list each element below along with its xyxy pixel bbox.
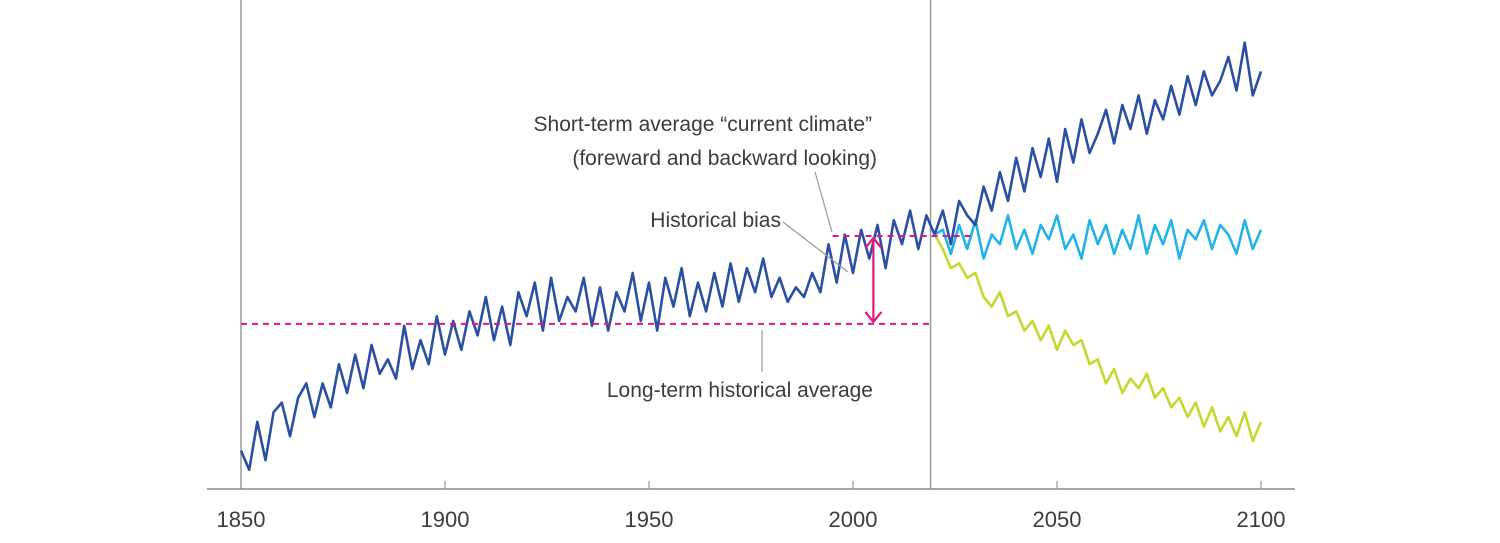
series-line-mid — [933, 214, 1263, 260]
x-tick-label: 1950 — [625, 507, 674, 532]
arrow-head-up-icon — [864, 236, 883, 249]
arrow-head-down-icon — [864, 311, 883, 324]
x-tick-label: 2100 — [1237, 507, 1286, 532]
historical-bias-leader-line — [782, 221, 849, 273]
series-line-high — [933, 41, 1263, 246]
annotation-short-term-line2: (foreward and backward looking) — [572, 147, 877, 170]
annotation-historical-bias: Historical bias — [650, 209, 781, 232]
series-line-historical — [239, 209, 936, 472]
short-term-leader-line — [814, 171, 833, 233]
x-tick-label: 2000 — [829, 507, 878, 532]
series-line-low — [933, 233, 1263, 443]
annotation-long-term: Long-term historical average — [607, 379, 873, 402]
x-tick-label: 2050 — [1033, 507, 1082, 532]
x-tick-label: 1900 — [421, 507, 470, 532]
x-tick-label: 1850 — [217, 507, 266, 532]
annotation-short-term-line1: Short-term average “current climate” — [534, 113, 872, 136]
